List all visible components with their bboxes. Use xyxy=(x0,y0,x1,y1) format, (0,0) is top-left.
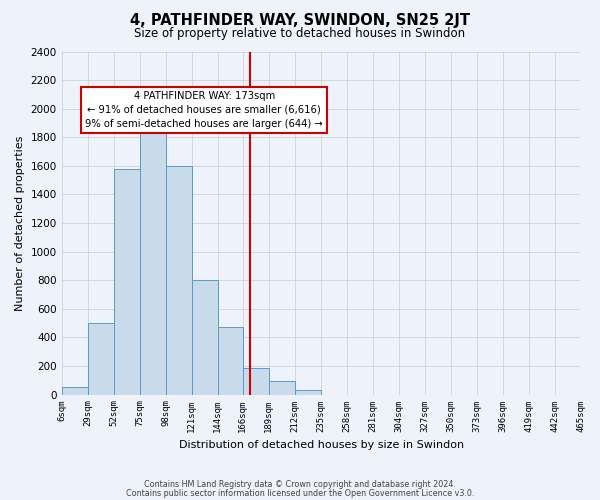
Text: Size of property relative to detached houses in Swindon: Size of property relative to detached ho… xyxy=(134,28,466,40)
Bar xyxy=(269,381,295,394)
Bar xyxy=(218,328,242,394)
Bar xyxy=(140,116,166,394)
Text: Contains HM Land Registry data © Crown copyright and database right 2024.: Contains HM Land Registry data © Crown c… xyxy=(144,480,456,489)
Bar xyxy=(166,166,191,394)
Bar xyxy=(191,280,218,394)
Bar xyxy=(88,323,113,394)
X-axis label: Distribution of detached houses by size in Swindon: Distribution of detached houses by size … xyxy=(179,440,464,450)
Bar xyxy=(295,390,320,394)
Text: 4 PATHFINDER WAY: 173sqm
← 91% of detached houses are smaller (6,616)
9% of semi: 4 PATHFINDER WAY: 173sqm ← 91% of detach… xyxy=(85,91,323,129)
Y-axis label: Number of detached properties: Number of detached properties xyxy=(15,136,25,310)
Text: 4, PATHFINDER WAY, SWINDON, SN25 2JT: 4, PATHFINDER WAY, SWINDON, SN25 2JT xyxy=(130,12,470,28)
Bar xyxy=(113,168,140,394)
Bar xyxy=(62,386,88,394)
Bar xyxy=(242,368,269,394)
Text: Contains public sector information licensed under the Open Government Licence v3: Contains public sector information licen… xyxy=(126,489,474,498)
